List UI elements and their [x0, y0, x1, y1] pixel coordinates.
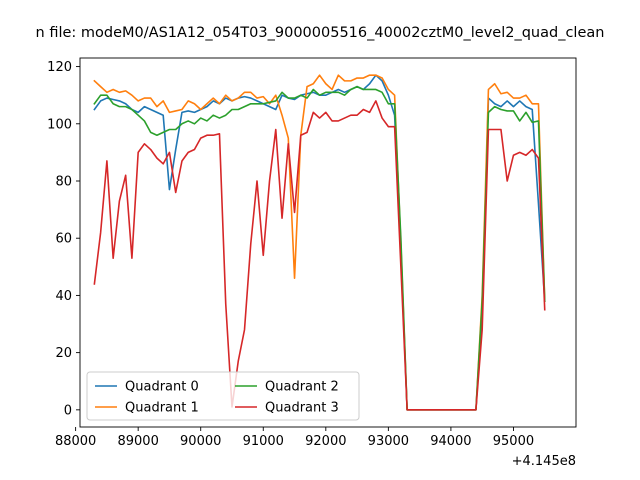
x-axis-offset-label: +4.145e8: [512, 454, 576, 469]
y-tick-label: 20: [55, 346, 72, 361]
y-tick-label: 60: [55, 232, 72, 247]
x-tick-label: 88000: [55, 434, 96, 449]
y-tick-label: 40: [55, 289, 72, 304]
plot-frame: [79, 57, 577, 428]
x-tick-label: 95000: [493, 434, 534, 449]
y-tick-label: 80: [55, 175, 72, 190]
x-tick-label: 92000: [305, 434, 346, 449]
legend-box: [86, 371, 360, 421]
legend: Quadrant 0 Quadrant 1 Quadrant 2 Quadrant 3: [86, 371, 360, 421]
x-tick-label: 93000: [368, 434, 409, 449]
x-tick-label: 91000: [243, 434, 284, 449]
x-tick-label: 89000: [117, 434, 158, 449]
series-line-quadrant-3: [93, 100, 546, 411]
legend-label-quadrant-3: Quadrant 3: [265, 401, 339, 416]
series-layer: [93, 74, 546, 411]
legend-label-quadrant-0: Quadrant 0: [125, 380, 199, 395]
x-tick-label: 90000: [180, 434, 221, 449]
axes-layer: 88000 89000 90000 91000 92000 93000 94000 95000…: [47, 60, 534, 449]
legend-label-quadrant-2: Quadrant 2: [265, 380, 339, 395]
chart-title: n file: modeM0/AS1A12_054T03_9000005516_…: [36, 25, 605, 41]
y-tick-label: 100: [47, 117, 72, 132]
y-tick-label: 120: [47, 60, 72, 75]
plot-area: [80, 58, 576, 427]
y-tick-label: 0: [64, 403, 72, 418]
x-tick-label: 94000: [430, 434, 471, 449]
series-line-quadrant-2: [93, 85, 546, 411]
legend-label-quadrant-1: Quadrant 1: [125, 401, 199, 416]
